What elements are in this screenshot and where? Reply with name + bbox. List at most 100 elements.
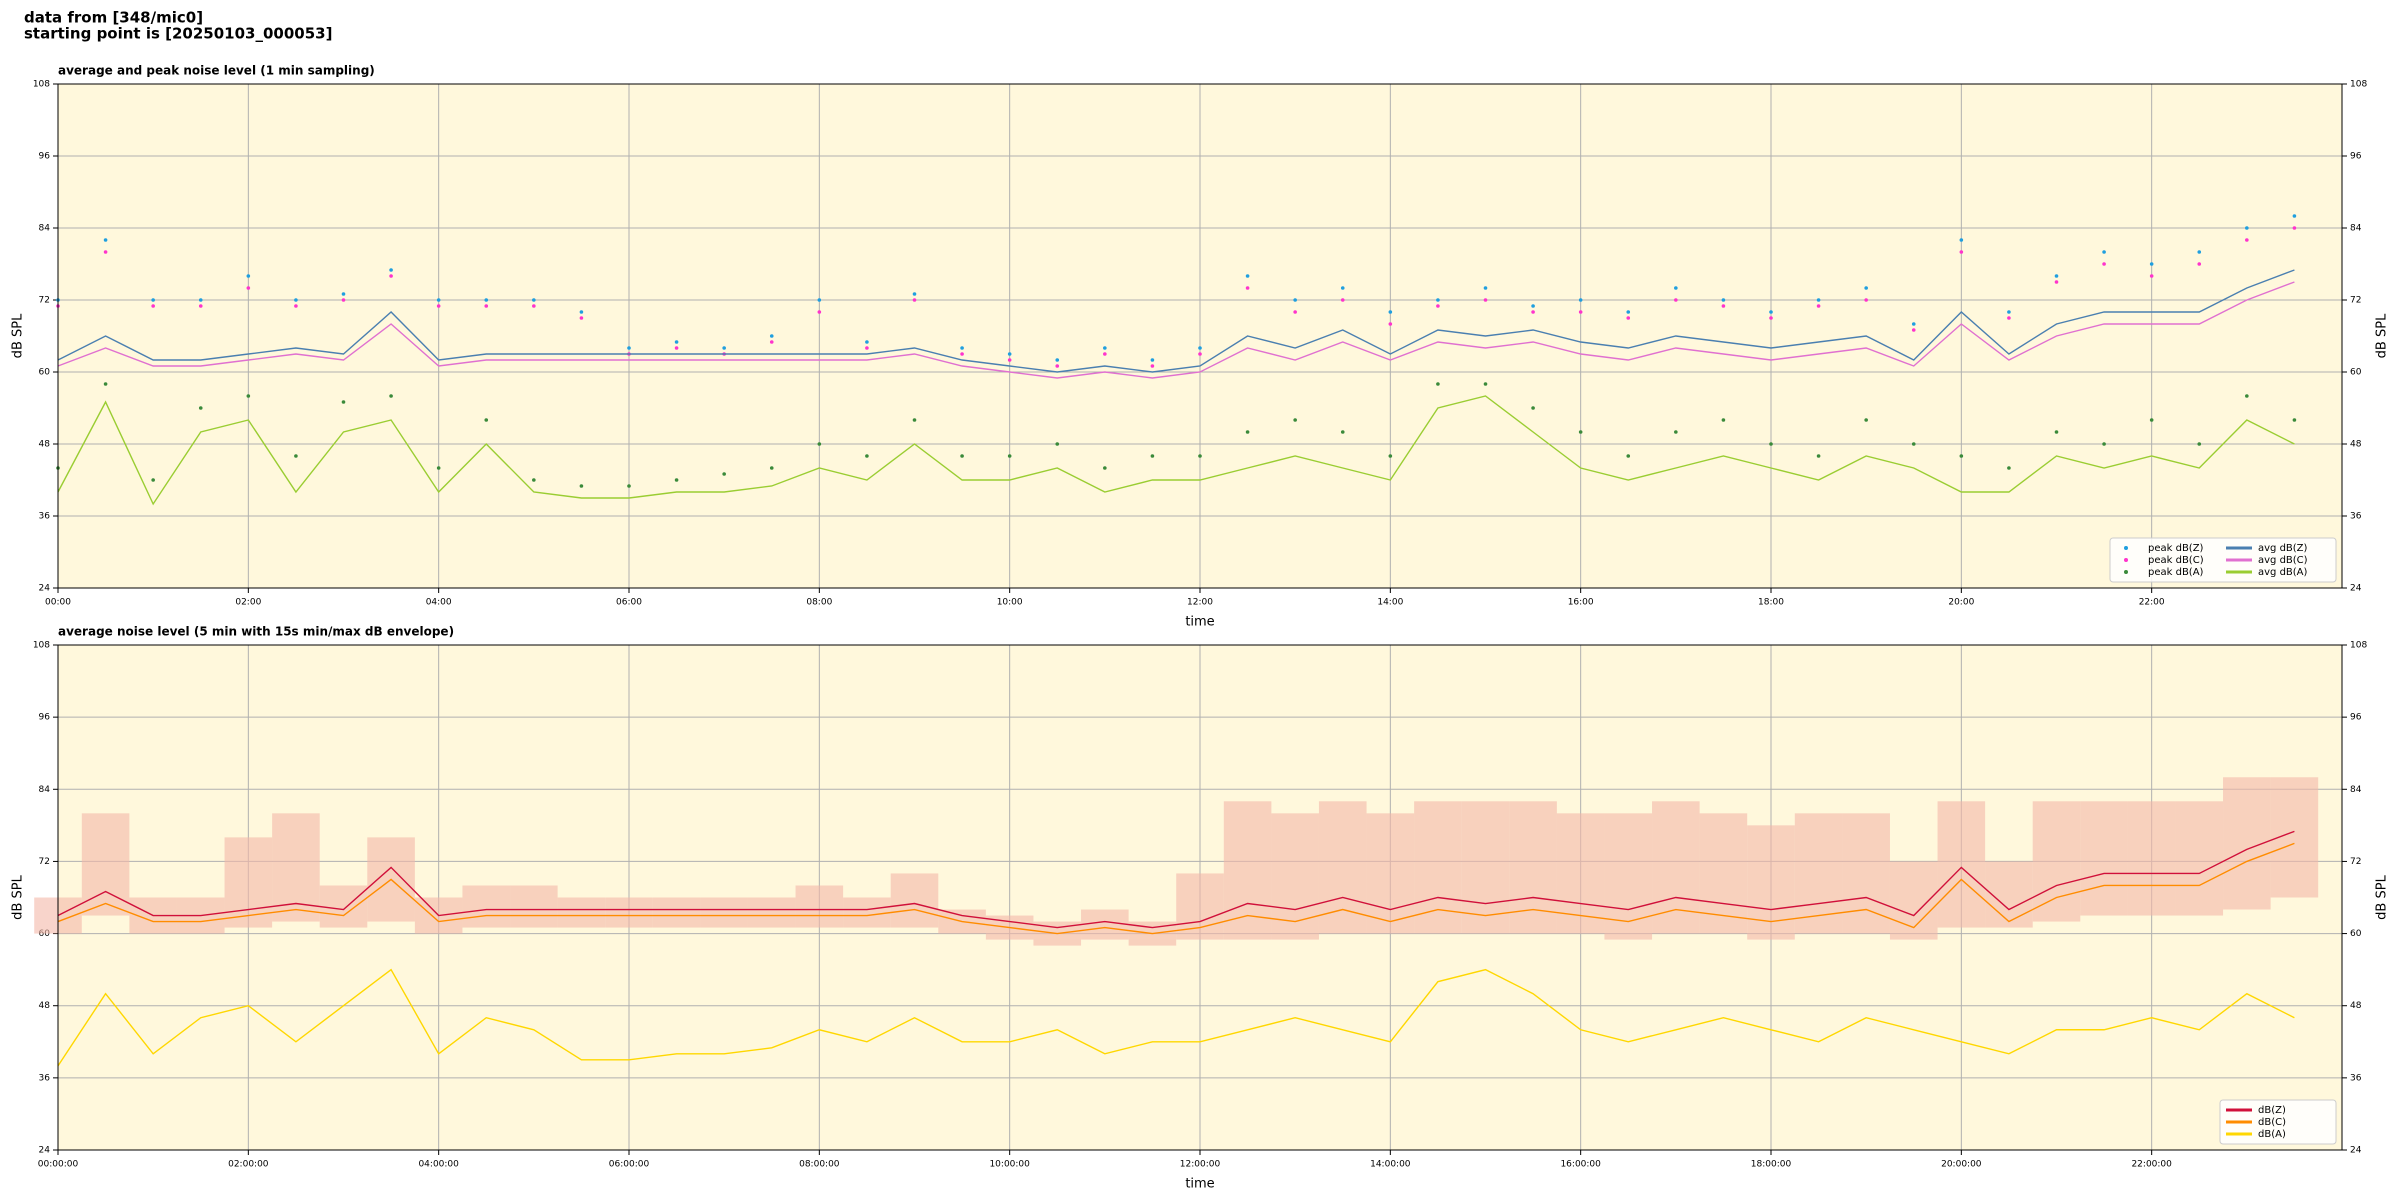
peak-point — [817, 298, 822, 302]
envelope — [1747, 825, 1795, 940]
peak-point — [436, 466, 441, 470]
header-line: data from [348/mic0] — [24, 9, 203, 27]
y-tick-label: 72 — [2350, 857, 2361, 867]
envelope — [1081, 909, 1129, 940]
peak-point — [1816, 298, 1821, 302]
peak-point — [436, 298, 441, 302]
y-tick-label: 96 — [39, 152, 51, 162]
peak-point — [1769, 310, 1773, 314]
peak-point — [1769, 316, 1773, 320]
peak-point — [912, 292, 917, 296]
peak-point — [1007, 454, 1012, 458]
peak-point — [1103, 346, 1107, 350]
series-line — [57, 395, 2295, 506]
y-tick-label: 36 — [39, 512, 51, 522]
envelope — [1461, 801, 1510, 934]
y-tick-label: 108 — [33, 80, 50, 90]
envelope — [700, 897, 748, 928]
x-tick-label: 08:00 — [806, 598, 832, 608]
x-tick-label: 12:00:00 — [1180, 1160, 1221, 1170]
y-tick-label: 48 — [39, 440, 51, 450]
peak-point — [1150, 364, 1155, 368]
peak-point — [1531, 304, 1535, 308]
envelope — [605, 897, 653, 928]
peak-point — [722, 346, 726, 350]
peak-point — [532, 478, 536, 482]
peak-point — [2007, 310, 2011, 314]
peak-point — [2245, 394, 2249, 398]
peak-point — [1340, 286, 1345, 290]
series-line — [57, 830, 2295, 929]
peak-point — [436, 304, 441, 308]
envelope — [795, 885, 844, 928]
peak-point — [1388, 454, 1393, 458]
chart-title: average and peak noise level (1 min samp… — [58, 64, 375, 78]
peak-point — [2149, 274, 2154, 278]
peak-point — [1245, 274, 1250, 278]
y-tick-label: 72 — [39, 296, 50, 306]
envelope — [1223, 801, 1272, 940]
y-tick-label: 36 — [39, 1073, 51, 1083]
peak-point — [1293, 418, 1297, 422]
envelope — [510, 885, 558, 928]
peak-point — [1198, 454, 1202, 458]
peak-point — [1864, 298, 1868, 302]
peak-point — [1959, 238, 1964, 242]
legend-label: avg dB(C) — [2258, 555, 2308, 566]
envelope — [224, 837, 273, 928]
peak-point — [865, 346, 869, 350]
y-axis-label: dB SPL — [11, 874, 26, 919]
legend-marker — [2124, 570, 2128, 574]
peak-point — [579, 316, 584, 320]
y-tick-label: 36 — [2350, 512, 2362, 522]
peak-point — [2007, 466, 2011, 470]
legend — [2109, 537, 2337, 583]
peak-point — [579, 310, 584, 314]
peak-point — [2197, 442, 2202, 446]
y-tick-label: 84 — [2350, 224, 2362, 234]
peak-point — [1340, 298, 1345, 302]
peak-point — [1150, 358, 1155, 362]
peak-point — [865, 340, 869, 344]
x-axis-label: time — [1185, 615, 1214, 630]
peak-point — [1483, 382, 1488, 386]
legend-label: avg dB(Z) — [2258, 543, 2308, 554]
legend-marker — [2124, 546, 2128, 550]
peak-point — [1816, 454, 1821, 458]
peak-point — [198, 298, 203, 302]
peak-point — [1436, 304, 1440, 308]
envelope — [1604, 813, 1653, 940]
x-tick-label: 14:00:00 — [1370, 1160, 1411, 1170]
series-line — [57, 968, 2295, 1067]
y-axis-label: dB SPL — [2375, 874, 2390, 919]
peak-point — [1103, 352, 1107, 356]
peak-point — [1531, 406, 1535, 410]
peak-point — [2245, 238, 2249, 242]
peak-point — [2054, 280, 2059, 284]
peak-point — [1674, 286, 1678, 290]
peak-point — [2102, 262, 2106, 266]
legend-label: dB(A) — [2258, 1129, 2286, 1140]
series-line — [57, 269, 2295, 373]
x-tick-label: 14:00 — [1377, 598, 1403, 608]
y-tick-label: 24 — [39, 584, 51, 594]
y-tick-label: 72 — [2350, 296, 2361, 306]
y-tick-label: 24 — [2350, 584, 2362, 594]
y-tick-label: 60 — [39, 368, 51, 378]
peak-point — [151, 304, 155, 308]
peak-point — [674, 346, 679, 350]
peak-point — [912, 418, 917, 422]
x-tick-label: 00:00 — [45, 598, 71, 608]
peak-point — [1245, 286, 1250, 290]
envelope — [2175, 801, 2224, 916]
peak-point — [294, 304, 298, 308]
peak-point — [484, 304, 489, 308]
x-tick-label: 04:00:00 — [418, 1160, 459, 1170]
peak-point — [912, 298, 917, 302]
peak-point — [1911, 442, 1916, 446]
peak-point — [103, 382, 108, 386]
y-tick-label: 96 — [2350, 713, 2362, 723]
peak-point — [294, 454, 298, 458]
legend-label: peak dB(A) — [2148, 567, 2204, 578]
peak-point — [1007, 358, 1012, 362]
